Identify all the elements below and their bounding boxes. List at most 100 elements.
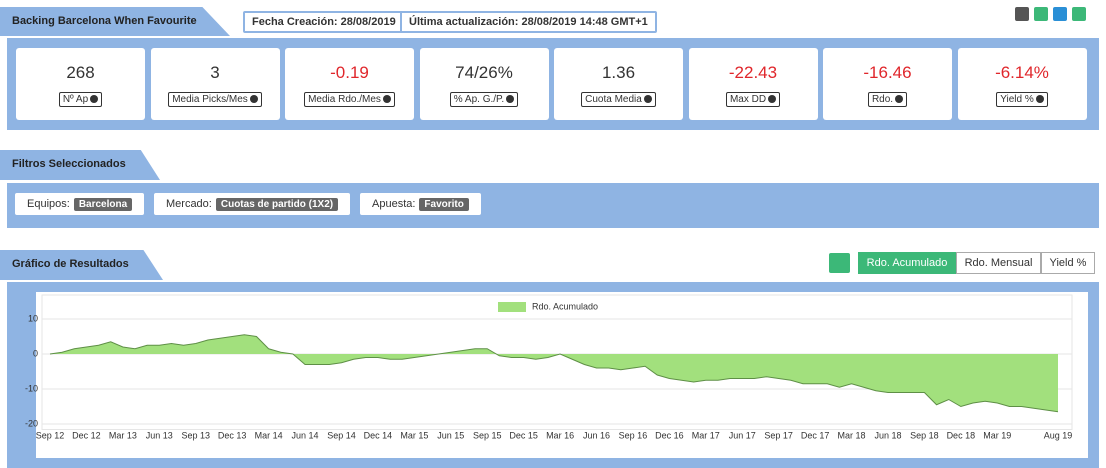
filter-item: Apuesta: Favorito: [360, 193, 481, 215]
mail-icon[interactable]: [1072, 7, 1086, 21]
stat-card: 3 Media Picks/Mes: [150, 48, 280, 120]
x-tick-label: Sep 13: [181, 430, 210, 440]
info-icon: [768, 95, 777, 103]
filter-item: Equipos: Barcelona: [15, 193, 145, 215]
download-icon[interactable]: [1034, 7, 1048, 21]
stat-label-text: Yield %: [1000, 94, 1034, 105]
results-title: Gráfico de Resultados: [12, 258, 129, 270]
chart-tab[interactable]: Yield %: [1041, 252, 1095, 274]
chart-download[interactable]: [829, 253, 850, 273]
x-tick-label: Sep 12: [36, 430, 65, 440]
x-tick-label: Mar 14: [255, 430, 283, 440]
filters-tab: Filtros Seleccionados: [0, 150, 160, 180]
filters-panel: Equipos: Barcelona Mercado: Cuotas de parti…: [7, 183, 1099, 228]
filter-label: Mercado:: [166, 198, 212, 210]
stat-card: -16.46 Rdo.: [823, 48, 952, 120]
x-tick-label: Jun 13: [146, 430, 173, 440]
stat-value: -16.46: [863, 63, 912, 82]
x-tick-label: Dec 14: [364, 430, 393, 440]
stat-card: -22.43 Max DD: [688, 48, 818, 120]
stat-label-text: Cuota Media: [585, 94, 642, 105]
info-icon: [90, 95, 99, 103]
y-tick-label: 10: [28, 313, 38, 323]
x-tick-label: Sep 16: [619, 430, 648, 440]
page-title: Backing Barcelona When Favourite: [12, 15, 197, 27]
x-tick-label: Dec 13: [218, 430, 247, 440]
x-tick-label: Mar 15: [400, 430, 428, 440]
x-tick-label: Dec 18: [947, 430, 976, 440]
chart-tab[interactable]: Rdo. Mensual: [956, 252, 1041, 274]
stat-label-text: Media Rdo./Mes: [308, 94, 381, 105]
stat-card: 74/26% % Ap. G./P.: [419, 48, 549, 120]
stat-label-text: Nº Ap: [62, 94, 89, 105]
stat-label-text: Max DD: [729, 94, 767, 105]
x-tick-label: Mar 13: [109, 430, 137, 440]
x-tick-label: Mar 17: [692, 430, 720, 440]
x-tick-label: Sep 14: [327, 430, 356, 440]
stat-card: 1.36 Cuota Media: [554, 48, 683, 120]
x-tick-label: Sep 17: [764, 430, 793, 440]
x-tick-label: Dec 16: [655, 430, 684, 440]
chart: -20 -10 0 10 Sep 12 Dec 12 Mar 13 Jun 13 Sep 13 D…: [25, 294, 1073, 440]
stat-label: Rdo.: [867, 92, 908, 107]
stat-value: -22.43: [728, 63, 778, 82]
plot-frame: [41, 294, 1073, 430]
stat-label: Cuota Media: [581, 92, 656, 107]
info-icon: [895, 95, 904, 103]
info-icon: [382, 95, 391, 103]
stat-value: 1.36: [601, 63, 636, 82]
y-tick-label: -10: [25, 383, 38, 393]
line: [49, 334, 1059, 413]
y-tick-label: 0: [33, 348, 38, 358]
legend-swatch: [498, 302, 526, 312]
filters-title: Filtros Seleccionados: [12, 158, 126, 170]
x-tick-label: Jun 15: [437, 430, 464, 440]
area: [50, 334, 1058, 412]
stats-panel: 268 Nº Ap 3 Media Picks/Mes -0.19 Media Rdo./…: [7, 38, 1099, 130]
stat-label-text: Media Picks/Mes: [172, 94, 248, 105]
chart-tab[interactable]: Rdo. Acumulado: [858, 252, 956, 274]
stat-value: 74/26%: [455, 63, 513, 82]
x-tick-label: Jun 14: [292, 430, 319, 440]
stat-label-text: Rdo.: [871, 94, 894, 105]
refresh-icon[interactable]: [1053, 7, 1067, 21]
x-tick-label: Jun 18: [874, 430, 901, 440]
x-tick-label: Sep 15: [473, 430, 502, 440]
stat-label: Media Rdo./Mes: [304, 92, 395, 107]
stat-label: % Ap. G./P.: [449, 92, 519, 107]
x-tick-label: Mar 18: [838, 430, 866, 440]
x-tick-label: Jun 17: [729, 430, 756, 440]
info-icon: [506, 95, 515, 103]
x-tick-label: Dec 12: [72, 430, 101, 440]
stat-label-text: % Ap. G./P.: [453, 94, 505, 105]
x-tick-label: Sep 18: [910, 430, 939, 440]
x-tick-label: Dec 15: [509, 430, 538, 440]
stat-label: Nº Ap: [58, 92, 103, 107]
filter-value: Favorito: [419, 198, 469, 211]
stat-card: 268 Nº Ap: [16, 48, 145, 120]
stat-card: -0.19 Media Rdo./Mes: [285, 48, 414, 120]
info-icon: [643, 95, 652, 103]
filter-label: Equipos:: [27, 198, 70, 210]
stat-label: Max DD: [725, 92, 781, 107]
title-tab: Backing Barcelona When Favourite: [0, 7, 230, 36]
info-icon: [1035, 95, 1044, 103]
info-icon: [249, 95, 258, 103]
results-tab: Gráfico de Resultados: [0, 250, 163, 280]
x-tick-label: Dec 17: [801, 430, 830, 440]
x-tick-label: Mar 16: [546, 430, 574, 440]
y-tick-label: -20: [25, 418, 38, 428]
legend-label: Rdo. Acumulado: [532, 301, 598, 311]
updated-badge: Última actualización: 28/08/2019 14:48 G…: [400, 11, 657, 33]
x-tick-label: Jun 16: [583, 430, 610, 440]
filter-item: Mercado: Cuotas de partido (1X2): [154, 193, 351, 215]
x-tick-label: Aug 19: [1044, 430, 1073, 440]
filter-label: Apuesta:: [372, 198, 416, 210]
stat-card: -6.14% Yield %: [957, 48, 1087, 120]
copy-icon[interactable]: [1015, 7, 1029, 21]
stat-value: 3: [210, 63, 220, 82]
x-tick-label: Mar 19: [983, 430, 1011, 440]
filter-value: Barcelona: [73, 198, 133, 211]
created-badge: Fecha Creación: 28/08/2019: [243, 11, 405, 33]
